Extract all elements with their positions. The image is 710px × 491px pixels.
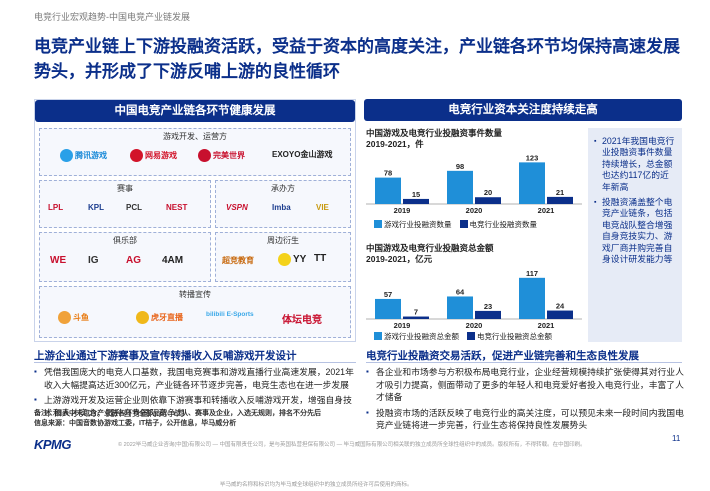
segment-dev: 游戏开发、运营方 腾讯游戏 网易游戏 完美世界 EXOYO金山游戏 <box>39 128 351 176</box>
chart2-tick-2019: 2019 <box>394 321 411 330</box>
logo-imba: Imba <box>272 203 291 212</box>
chart2-bar-2020-s2 <box>475 310 501 319</box>
chart1-bar-2019-s1 <box>375 177 401 204</box>
chart2-bar-2021-s1 <box>519 277 545 319</box>
divider-left <box>34 362 356 363</box>
chart1-label-2021-s1: 123 <box>526 153 539 162</box>
chart2-label-2020-s2: 23 <box>484 302 492 311</box>
logo-vspn: VSPN <box>226 203 248 212</box>
logo-pcl: PCL <box>126 203 142 212</box>
chart2-bar-2021-s2 <box>547 310 573 319</box>
chart1-legend-item-2: 电竞行业投融资数量 <box>459 219 537 230</box>
chart1-title: 中国游戏及电竞行业投融资事件数量 2019-2021，件 <box>366 128 503 149</box>
footer-trademark: 毕马威的名称和标识均为毕马威全球组织中的独立成员所经许可后使用的商标。 <box>220 482 413 488</box>
segment-dev-label: 游戏开发、运营方 <box>163 132 227 141</box>
bottom-left-bullet-1: 凭借我国庞大的电竞人口基数，我国电竞赛事和游戏直播行业高速发展，2021年收入大… <box>34 366 358 391</box>
chart2-title: 中国游戏及电竞行业投融资总金额 2019-2021，亿元 <box>366 243 494 264</box>
logo-titan-esports: 体坛电竞 <box>282 315 322 326</box>
logo-yy: YY <box>278 253 306 266</box>
chart1-tick-2021: 2021 <box>538 206 555 215</box>
bottom-right-title: 电竞行业投融资交易活跃，促进产业链完善和生态良性发展 <box>366 350 639 362</box>
bottom-left-title: 上游企业通过下游赛事及宣传转播收入反哺游戏开发设计 <box>34 350 297 362</box>
chart2-label-2019-s1: 57 <box>384 290 392 299</box>
chart2-label-2020-s1: 64 <box>456 287 465 296</box>
segment-derivatives: 周边衍生 超竞教育 YY TT <box>215 232 351 282</box>
chart1-label-2021-s2: 21 <box>556 188 564 197</box>
logo-ag: AG <box>126 255 141 266</box>
segment-events: 赛事 LPL KPL PCL NEST <box>39 180 211 228</box>
value-chain-title: 中国电竞产业链各环节健康发展 <box>35 100 355 122</box>
capital-panel: 电竞行业资本关注度持续走高 <box>364 99 682 121</box>
chart1-legend: 游戏行业投融资数量 电竞行业投融资数量 <box>374 219 537 230</box>
logo-bilibili-esports: bilibili E-Sports <box>206 311 254 318</box>
logo-nest: NEST <box>166 203 188 212</box>
segment-broadcast-label: 转播宣传 <box>179 290 211 299</box>
logo-4am: 4AM <box>162 255 184 266</box>
logo-we: WE <box>50 255 67 266</box>
logo-douyu: 斗鱼 <box>58 311 89 324</box>
segment-events-label: 赛事 <box>117 184 133 193</box>
segment-clubs-label: 俱乐部 <box>113 236 137 245</box>
bottom-left-bullets: 凭借我国庞大的电竞人口基数，我国电竞赛事和游戏直播行业高速发展，2021年收入大… <box>34 366 358 422</box>
side-note-1: 2021年我国电竞行业投融资事件数量持续增长，总金额也达约117亿的近年新高 <box>594 136 676 193</box>
chart2-legend-item-2: 电竞行业投融资总金额 <box>467 331 552 342</box>
chart1-bar-2020-s2 <box>475 197 501 204</box>
segment-derivatives-label: 周边衍生 <box>267 236 299 245</box>
segment-organizer: 承办方 VSPN Imba VIE <box>215 180 351 228</box>
chart2-bar-2019-s2 <box>403 316 429 319</box>
bottom-left-bullet-2: 上游游戏开发及运营企业则依靠下游赛事和转播收入反哺游戏开发，增强自身技术和人才实… <box>34 394 358 419</box>
chart1-label-2019-s2: 15 <box>412 190 420 199</box>
chart1-label-2020-s2: 20 <box>484 188 492 197</box>
chart2-label-2021-s2: 24 <box>556 302 565 311</box>
logo-kingsoft: EXOYO金山游戏 <box>272 150 333 159</box>
capital-panel-title: 电竞行业资本关注度持续走高 <box>364 99 682 121</box>
chart1-label-2019-s1: 78 <box>384 169 392 178</box>
logo-tencent-games: 腾讯游戏 <box>60 149 107 162</box>
chart2-bar-2020-s1 <box>447 296 473 319</box>
capital-side-notes: 2021年我国电竞行业投融资事件数量持续增长，总金额也达约117亿的近年新高 投… <box>588 128 682 342</box>
chart1-bar-2019-s2 <box>403 198 429 204</box>
chart1-label-2020-s1: 98 <box>456 162 464 171</box>
chart2-tick-2021: 2021 <box>538 321 555 330</box>
chart2-label-2021-s1: 117 <box>526 269 538 278</box>
side-note-2: 投融资涌盖整个电竞产业链条，包括电竞战队整合增强自身竞技实力、游戏厂商并购完善自… <box>594 197 676 265</box>
logo-chaojing-edu: 超竞教育 <box>222 256 254 265</box>
segment-organizer-label: 承办方 <box>271 184 295 193</box>
chart1-tick-2020: 2020 <box>466 206 483 215</box>
chart1-bar-2020-s1 <box>447 170 473 204</box>
page-headline: 电竞产业链上下游投融资活跃，受益于资本的高度关注，产业链各环节均保持高速发展势头… <box>34 37 680 81</box>
logo-huya: 虎牙直播 <box>136 311 183 324</box>
breadcrumb: 电竞行业宏观趋势-中国电竞产业链发展 <box>34 12 190 22</box>
bottom-right-bullet-1: 各企业和市场参与方积极布局电竞行业，企业经营规模持续扩张使得其对行业人才吸引力提… <box>366 366 684 404</box>
divider-right <box>366 362 682 363</box>
page-number: 11 <box>672 434 681 443</box>
bottom-right-bullet-2: 投融资市场的活跃反映了电竞行业的高关注度，可以预见未来一段时间内我国电竞产业链将… <box>366 407 684 432</box>
chart1-legend-item-1: 游戏行业投融资数量 <box>374 219 452 230</box>
logo-ig: IG <box>88 255 99 266</box>
chart2-tick-2020: 2020 <box>466 321 483 330</box>
note-text: 备注：图表中未包含产业链各环节全部品牌、战队、赛事及企业，入选无规则，排名不分先… <box>34 410 321 417</box>
segment-broadcast: 转播宣传 斗鱼 虎牙直播 bilibili E-Sports 体坛电竞 <box>39 286 351 338</box>
chart2-bar-2019-s1 <box>375 298 401 319</box>
footer-copyright: © 2022毕马威企业咨询(中国)有限公司 — 中国有限责任公司，是与英国私营担… <box>118 442 586 448</box>
logo-kpl: KPL <box>88 203 104 212</box>
chart2-legend-item-1: 游戏行业投融资总金额 <box>374 331 459 342</box>
value-chain-panel: 中国电竞产业链各环节健康发展 游戏开发、运营方 腾讯游戏 网易游戏 完美世界 E… <box>34 99 356 342</box>
chart1-bar-2021-s2 <box>547 196 573 204</box>
chart1-bar-2021-s1 <box>519 162 545 204</box>
kpmg-logo: KPMG <box>34 437 72 452</box>
logo-perfect-world: 完美世界 <box>198 149 245 162</box>
chart1-tick-2019: 2019 <box>394 206 411 215</box>
source-text: 信息来源：中国音数协游戏工委，IT桔子，公开信息，毕马威分析 <box>34 420 237 427</box>
logo-vie: VIE <box>316 203 329 212</box>
logo-lpl: LPL <box>48 203 64 212</box>
logo-tt: TT <box>314 253 327 264</box>
chart2-legend: 游戏行业投融资总金额 电竞行业投融资总金额 <box>374 331 552 342</box>
segment-clubs: 俱乐部 WE IG AG 4AM <box>39 232 211 282</box>
chart2-label-2019-s2: 7 <box>414 308 418 317</box>
logo-netease-games: 网易游戏 <box>130 149 177 162</box>
bottom-right-bullets: 各企业和市场参与方积极布局电竞行业，企业经营规模持续扩张使得其对行业人才吸引力提… <box>366 366 684 435</box>
